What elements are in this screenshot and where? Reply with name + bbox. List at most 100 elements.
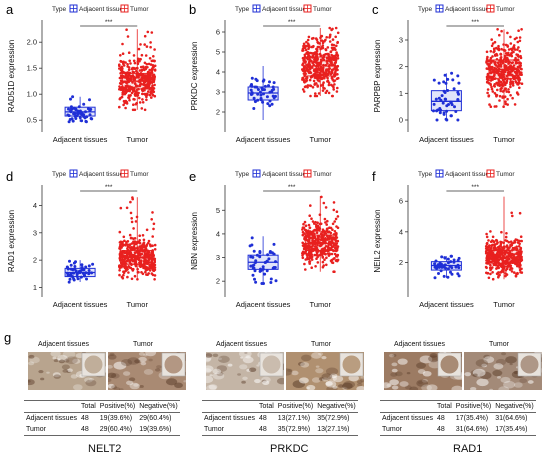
data-point bbox=[144, 84, 148, 87]
tissue-texture bbox=[127, 357, 140, 365]
data-point bbox=[494, 53, 498, 56]
data-point bbox=[150, 252, 153, 255]
data-point bbox=[504, 60, 508, 63]
data-point bbox=[145, 243, 149, 246]
data-point bbox=[493, 85, 496, 88]
tissue-texture bbox=[72, 358, 81, 364]
data-point bbox=[141, 101, 145, 104]
data-point bbox=[304, 247, 308, 251]
data-point bbox=[322, 229, 326, 233]
data-point bbox=[324, 245, 328, 248]
data-point bbox=[489, 257, 493, 260]
tumor-group bbox=[301, 26, 340, 98]
tissue-texture bbox=[500, 376, 511, 384]
data-point bbox=[518, 211, 522, 215]
data-point bbox=[140, 107, 144, 110]
data-point bbox=[266, 253, 270, 257]
data-point bbox=[502, 241, 505, 245]
data-point bbox=[316, 57, 319, 61]
data-point bbox=[259, 93, 263, 97]
data-point bbox=[148, 243, 152, 246]
data-point bbox=[335, 90, 339, 93]
tissue-texture bbox=[356, 382, 363, 387]
data-point bbox=[500, 86, 503, 90]
data-point bbox=[336, 41, 339, 45]
tissue-texture bbox=[470, 386, 477, 391]
data-point bbox=[317, 45, 321, 49]
tissue-texture bbox=[111, 385, 118, 390]
data-point bbox=[119, 206, 123, 210]
tissue-texture bbox=[321, 373, 333, 380]
data-point bbox=[485, 254, 489, 258]
data-point bbox=[503, 49, 507, 52]
data-point bbox=[66, 113, 70, 117]
data-point bbox=[310, 255, 314, 258]
data-point bbox=[327, 70, 330, 73]
data-point bbox=[306, 84, 310, 87]
data-point bbox=[328, 67, 331, 70]
data-point bbox=[127, 68, 131, 72]
tumor-group bbox=[118, 196, 157, 281]
tissue-texture bbox=[129, 382, 140, 390]
data-point bbox=[139, 43, 142, 46]
tissue-texture bbox=[113, 361, 127, 370]
data-point bbox=[506, 264, 510, 268]
data-point bbox=[454, 110, 458, 113]
data-point bbox=[121, 52, 125, 55]
data-point bbox=[261, 100, 265, 104]
x-category-label: Adjacent tissues bbox=[53, 300, 108, 309]
data-point bbox=[506, 103, 509, 106]
data-point bbox=[505, 232, 508, 235]
data-point bbox=[152, 73, 156, 77]
tissue-texture bbox=[209, 374, 213, 377]
data-point bbox=[130, 91, 134, 95]
data-point bbox=[505, 259, 509, 262]
tissue-texture bbox=[476, 378, 489, 387]
data-point bbox=[135, 73, 139, 77]
data-point bbox=[496, 264, 499, 267]
data-point bbox=[442, 80, 446, 84]
data-point bbox=[138, 96, 141, 100]
y-tick-label: 2 bbox=[216, 277, 220, 286]
data-point bbox=[128, 266, 132, 269]
data-point bbox=[515, 247, 519, 251]
tissue-texture bbox=[481, 363, 488, 368]
data-point bbox=[125, 100, 129, 104]
data-point bbox=[127, 271, 130, 274]
inset-core bbox=[342, 355, 361, 374]
data-point bbox=[145, 45, 149, 48]
y-axis-label: NEIL2 expression bbox=[373, 209, 382, 272]
data-point bbox=[334, 249, 337, 252]
data-point bbox=[145, 93, 149, 96]
data-point bbox=[491, 271, 494, 274]
tissue-texture bbox=[519, 378, 528, 384]
data-point bbox=[305, 79, 309, 82]
data-point bbox=[504, 100, 507, 103]
data-point bbox=[325, 227, 329, 231]
data-point bbox=[496, 28, 499, 31]
tumor-legend-label: Tumor bbox=[130, 171, 149, 178]
data-point bbox=[85, 277, 88, 281]
legend-title: Type bbox=[418, 6, 432, 13]
data-point bbox=[310, 217, 313, 220]
data-point bbox=[520, 259, 523, 262]
y-tick-label: 4 bbox=[216, 229, 220, 238]
data-point bbox=[440, 255, 444, 259]
data-point bbox=[307, 236, 311, 239]
tissue-texture bbox=[315, 368, 324, 374]
data-point bbox=[511, 47, 515, 50]
data-point bbox=[498, 99, 501, 102]
data-point bbox=[446, 77, 450, 81]
data-point bbox=[148, 93, 152, 97]
data-point bbox=[312, 51, 316, 55]
data-point bbox=[152, 80, 156, 83]
data-point bbox=[446, 261, 450, 265]
data-point bbox=[513, 260, 516, 264]
header-cell bbox=[24, 400, 79, 413]
data-point bbox=[306, 38, 310, 42]
data-point bbox=[148, 68, 151, 72]
data-point bbox=[134, 84, 138, 87]
ihc-image-adjacent bbox=[381, 351, 467, 393]
data-point bbox=[516, 40, 520, 44]
data-point bbox=[80, 263, 84, 267]
